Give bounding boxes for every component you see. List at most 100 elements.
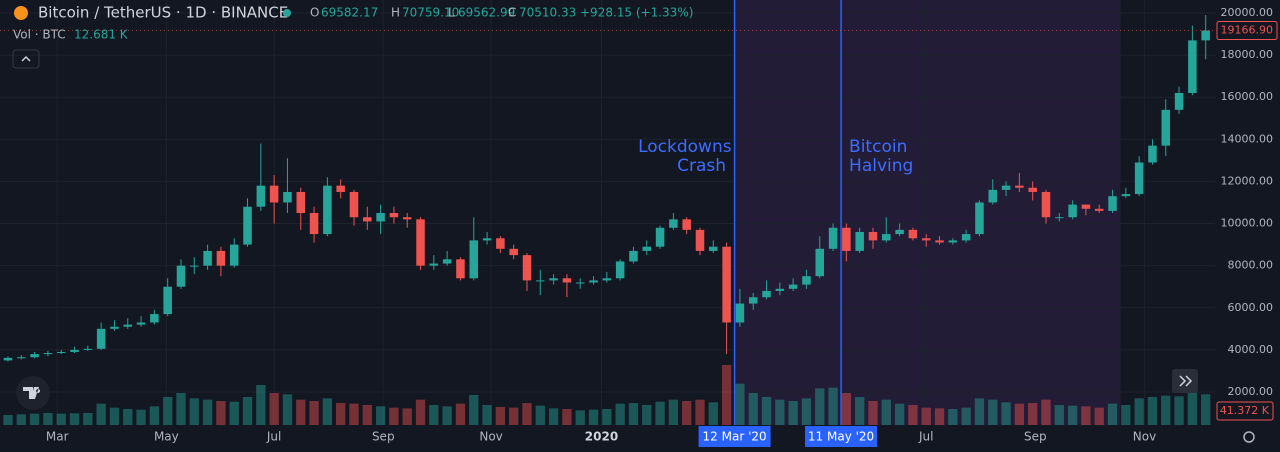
candle-body: [815, 248, 825, 277]
volume-bar: [1067, 405, 1078, 425]
candle-body: [868, 231, 878, 241]
volume-bar: [682, 401, 692, 425]
volume-bar: [202, 399, 213, 425]
volume-bar: [1014, 403, 1025, 425]
y-tick-label: 20000.00: [1221, 6, 1274, 19]
volume-bar: [721, 365, 732, 425]
volume-bar: [522, 403, 532, 425]
candle-body: [562, 278, 572, 283]
volume-bar: [695, 399, 705, 425]
candle-body: [1108, 196, 1117, 211]
volume-bar: [69, 413, 80, 425]
candle-body: [775, 288, 785, 291]
candle-body: [429, 263, 439, 266]
legend-label: O: [310, 6, 319, 20]
tv-logo: [16, 376, 50, 410]
candle-body: [1121, 194, 1131, 197]
volume-bar: [1094, 407, 1104, 425]
volume-bar: [921, 407, 931, 425]
y-tick-label: 8000.00: [1228, 259, 1274, 272]
status-dot: [283, 9, 291, 17]
candle-body: [1055, 217, 1064, 219]
candle-body: [96, 328, 106, 349]
candle-body: [748, 297, 758, 304]
last-volume-box: [1216, 401, 1274, 421]
volume-bar: [43, 413, 53, 425]
candle-body: [1015, 185, 1024, 188]
volume-bar: [1001, 402, 1011, 425]
legend-value: 70759.10: [402, 6, 459, 20]
candle-body: [496, 238, 505, 249]
volume-bar: [482, 405, 492, 425]
last-price-box: [1216, 21, 1278, 41]
volume-bar: [1081, 406, 1091, 425]
candle-body: [615, 261, 625, 279]
volume-bar: [1041, 399, 1051, 425]
candle-body: [1174, 93, 1184, 110]
candle-body: [83, 348, 93, 350]
volume-bar: [1161, 395, 1171, 425]
legend-change: +928.15 (+1.33%): [580, 6, 693, 20]
volume-bar: [1054, 405, 1064, 425]
volume-value: 12.681 K: [74, 28, 129, 42]
legend-label: C: [508, 6, 516, 20]
candle-body: [1094, 208, 1104, 211]
candle-body: [163, 286, 172, 315]
candle-body: [363, 217, 372, 222]
volume-bar: [362, 405, 372, 425]
candle-body: [655, 227, 665, 247]
candle-body: [722, 246, 731, 323]
x-tick-label: 2020: [585, 430, 618, 444]
candle-body: [309, 213, 319, 235]
volume-bar: [442, 406, 452, 425]
candle-body: [828, 227, 838, 249]
legend-value: 69562.99: [458, 6, 515, 20]
volume-bar: [881, 399, 891, 425]
candle-body: [336, 185, 345, 192]
volume-bar: [136, 409, 146, 425]
candle-body: [536, 280, 545, 282]
volume-bar: [841, 393, 852, 425]
event-label-bg: [698, 426, 771, 447]
volume-bar: [16, 414, 26, 425]
candle-body: [43, 353, 53, 355]
candle-body: [522, 255, 532, 281]
y-tick-label: 10000.00: [1221, 217, 1274, 230]
candle-body: [882, 234, 891, 241]
chart-title: Bitcoin / TetherUS · 1D · BINANCE: [38, 4, 288, 22]
annotation: Bitcoin: [849, 137, 907, 157]
x-tick-label: May: [154, 430, 179, 444]
volume-bar: [602, 409, 612, 425]
x-tick-label: Sep: [372, 430, 395, 444]
volume-bar: [1174, 396, 1184, 425]
volume-bar: [495, 407, 506, 425]
candle-body: [908, 229, 918, 239]
candle-body: [709, 246, 718, 251]
logo-mark: [23, 387, 41, 399]
candle-body: [216, 250, 226, 266]
scroll-icon: [1179, 375, 1193, 387]
volume-bar: [775, 399, 785, 425]
candle-body: [855, 231, 864, 251]
candle-body: [110, 326, 119, 329]
volume-bar: [761, 397, 772, 425]
collapse-button[interactable]: [12, 49, 40, 69]
volume-bar: [322, 398, 333, 425]
candle-body: [150, 314, 159, 323]
volume-bar: [1134, 398, 1144, 425]
y-tick-label: 12000.00: [1221, 174, 1274, 187]
candle-body: [283, 191, 292, 203]
settings-icon[interactable]: [1243, 431, 1255, 443]
volume-bar: [628, 403, 639, 425]
candle-body: [416, 219, 425, 266]
annotation: Halving: [849, 156, 913, 176]
volume-title: Vol · BTC: [13, 28, 66, 42]
candle-body: [1148, 145, 1157, 163]
volume-bar: [668, 399, 679, 425]
x-tick-label: Nov: [479, 430, 502, 444]
y-tick-label: 16000.00: [1221, 90, 1274, 103]
candle-body: [1028, 187, 1037, 192]
volume-bar: [1147, 397, 1158, 425]
volume-bar: [828, 387, 838, 425]
